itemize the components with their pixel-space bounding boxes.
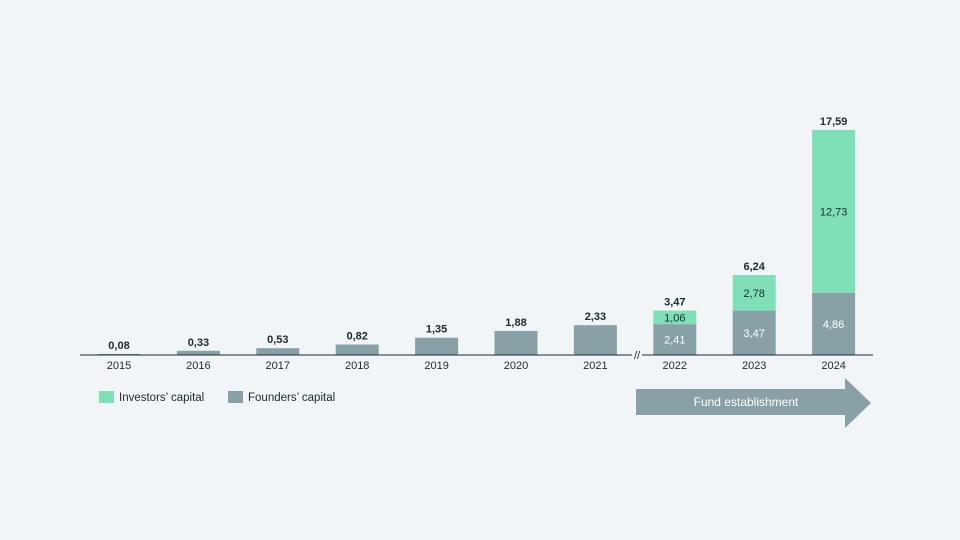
arrow-shape	[636, 378, 871, 428]
fund-establishment-arrow: Fund establishment	[636, 378, 871, 428]
bar-segment-founders-2023	[732, 310, 776, 355]
total-label-2023: 6,24	[743, 261, 765, 273]
x-tick-label-2015: 2015	[107, 360, 131, 372]
bar-segment-investors-2023	[732, 275, 776, 311]
x-tick-label-2023: 2023	[742, 360, 766, 372]
bar-segment-founders-2018	[335, 344, 379, 355]
total-label-2021: 2,33	[585, 311, 606, 323]
bars-group	[97, 129, 856, 355]
legend-swatch-founders	[228, 391, 243, 403]
legend-label-investors: Investors’ capital	[119, 392, 204, 404]
bar-segment-founders-2024	[812, 292, 856, 355]
x-tick-label-2022: 2022	[663, 360, 687, 372]
total-label-2024: 17,59	[820, 116, 848, 128]
segment-label-founders-2022: 2,41	[664, 335, 685, 347]
bar-segment-founders-2015	[97, 353, 141, 355]
segment-label-founders-2023: 3,47	[743, 328, 764, 340]
x-tick-label-2018: 2018	[345, 360, 369, 372]
axis-break-mask	[632, 351, 642, 359]
bar-segment-investors-2022	[653, 310, 697, 325]
axis-break-symbol: //	[634, 350, 641, 362]
segment-label-investors-2023: 2,78	[743, 288, 764, 300]
total-label-2018: 0,82	[346, 331, 367, 343]
total-label-2016: 0,33	[188, 337, 209, 349]
segment-label-investors-2022: 1,06	[664, 312, 685, 324]
labels-group: 0,08 2015 0,33 2016 0,53 2017 0,82 2018 1,35 2019…	[107, 116, 848, 372]
x-tick-label-2021: 2021	[583, 360, 607, 372]
legend-swatch-investors	[99, 391, 114, 403]
bar-segment-founders-2021	[573, 325, 617, 355]
x-tick-label-2017: 2017	[266, 360, 290, 372]
x-tick-label-2024: 2024	[821, 360, 845, 372]
bar-segment-founders-2022	[653, 324, 697, 355]
bar-segment-founders-2020	[494, 330, 538, 355]
total-label-2019: 1,35	[426, 324, 447, 336]
x-tick-label-2019: 2019	[424, 360, 448, 372]
bar-segment-founders-2019	[415, 337, 459, 355]
legend-label-founders: Founders’ capital	[248, 392, 335, 404]
total-label-2015: 0,08	[108, 340, 129, 352]
bar-segment-investors-2024	[812, 129, 856, 293]
bar-segment-founders-2016	[176, 350, 220, 355]
segment-label-founders-2024: 4,86	[823, 319, 844, 331]
arrow-label: Fund establishment	[694, 395, 799, 409]
legend: Investors’ capital Founders’ capital	[99, 391, 335, 404]
segment-label-investors-2024: 12,73	[820, 206, 848, 218]
total-label-2017: 0,53	[267, 334, 288, 346]
x-tick-label-2016: 2016	[186, 360, 210, 372]
x-tick-label-2020: 2020	[504, 360, 528, 372]
total-label-2022: 3,47	[664, 297, 685, 309]
bar-segment-founders-2017	[256, 348, 300, 355]
total-label-2020: 1,88	[505, 317, 526, 329]
